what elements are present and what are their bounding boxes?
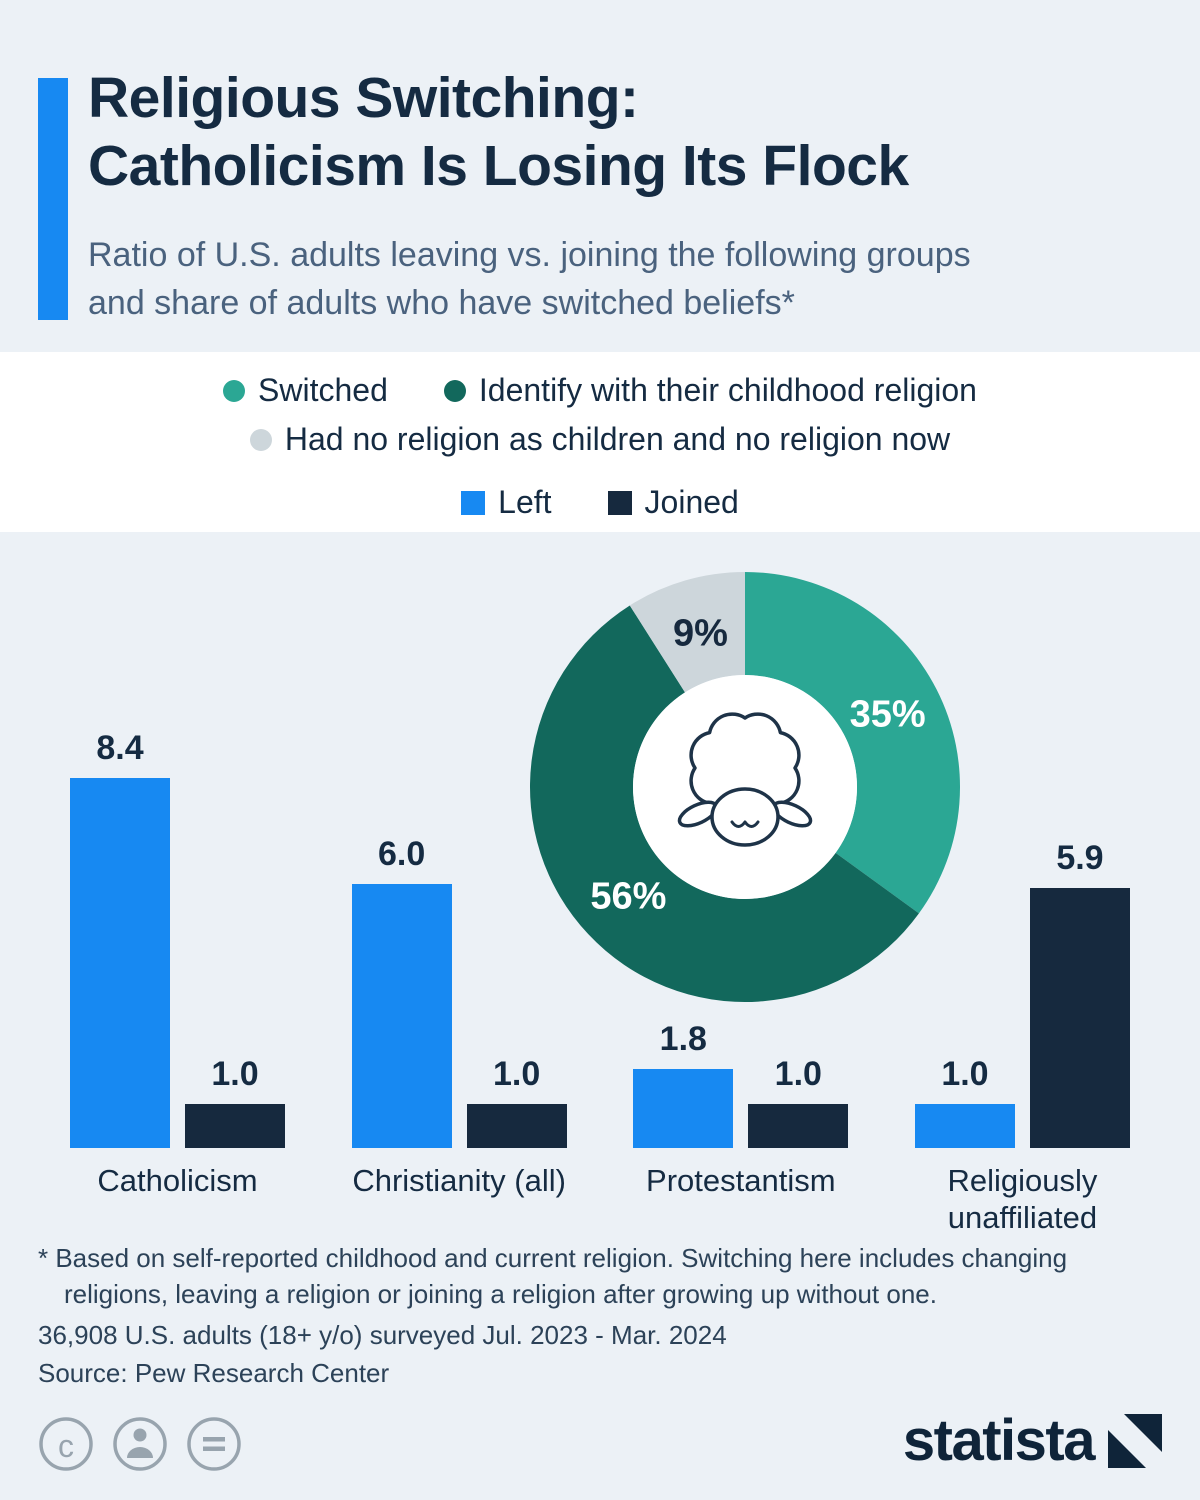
bar-column: 1.0 bbox=[914, 1055, 1015, 1148]
donut-slice bbox=[530, 605, 919, 1002]
legend-item: Joined bbox=[607, 484, 739, 521]
legend-square-swatch bbox=[461, 490, 486, 515]
donut-chart-wrap: 35% 56% 9% bbox=[530, 572, 960, 1002]
legend-label: Identify with their childhood religion bbox=[478, 372, 977, 408]
source-line: Source: Pew Research Center bbox=[38, 1358, 390, 1388]
legend-item: Had no religion as children and no relig… bbox=[249, 421, 951, 458]
donut-value-label: 56% bbox=[590, 876, 666, 918]
category-label: Religiously unaffiliated bbox=[947, 1163, 1098, 1236]
legend-dot-swatch bbox=[223, 379, 246, 402]
legend-label: Joined bbox=[644, 484, 739, 520]
legend-band: Switched Identify with their childhood re… bbox=[0, 352, 1200, 532]
bar-joined bbox=[748, 1104, 849, 1148]
bar-value-label: 1.0 bbox=[941, 1055, 989, 1093]
bar-value-label: 8.4 bbox=[96, 729, 144, 768]
bar-column: 1.0 bbox=[748, 1055, 849, 1148]
bar-value-label: 1.8 bbox=[659, 1019, 707, 1058]
category-label: Protestantism bbox=[646, 1163, 836, 1198]
bar-value-label: 1.0 bbox=[211, 1055, 259, 1093]
legend-row-donut-1: Switched Identify with their childhood re… bbox=[0, 352, 1200, 409]
footnote-survey: 36,908 U.S. adults (18+ y/o) surveyed Ju… bbox=[38, 1319, 727, 1350]
header: Religious Switching: Catholicism Is Losi… bbox=[0, 0, 1200, 352]
legend-square-swatch bbox=[607, 490, 632, 515]
page-subtitle: Ratio of U.S. adults leaving vs. joining… bbox=[88, 236, 971, 322]
bar-plot: 8.4 1.0 Catholicism 6.0 1.0 Christianity (all… bbox=[70, 532, 1130, 1235]
bar-column: 1.0 bbox=[185, 1055, 285, 1148]
accent-bar bbox=[38, 78, 68, 320]
donut-chart: 35% 56% 9% bbox=[530, 572, 960, 1002]
donut-value-label: 35% bbox=[850, 693, 926, 735]
bar-group: 8.4 1.0 Catholicism bbox=[70, 729, 285, 1198]
legend-label: Left bbox=[498, 484, 552, 520]
bar-group: 1.8 1.0 Protestantism bbox=[633, 1019, 849, 1198]
bar-value-label: 1.0 bbox=[774, 1055, 822, 1093]
bar-value-label: 5.9 bbox=[1056, 839, 1104, 878]
donut-slice bbox=[629, 572, 745, 693]
title-line-1: Religious Switching: bbox=[88, 66, 639, 130]
bar-left bbox=[914, 1104, 1015, 1148]
chart-area: 8.4 1.0 Catholicism 6.0 1.0 Christianity (all… bbox=[0, 532, 1200, 1242]
bar-column: 5.9 bbox=[1029, 839, 1130, 1148]
page-title: Religious Switching: Catholicism Is Losi… bbox=[88, 64, 909, 201]
bar-column: 1.8 bbox=[633, 1019, 734, 1148]
bar-left bbox=[351, 884, 452, 1148]
legend-dot-swatch bbox=[249, 428, 272, 451]
attribution-icon bbox=[113, 1417, 167, 1471]
statista-logo-icon bbox=[1108, 1413, 1162, 1468]
legend-row-donut-2: Had no religion as children and no relig… bbox=[0, 421, 1200, 458]
bar-column: 6.0 bbox=[351, 835, 452, 1148]
category-label: Christianity (all) bbox=[352, 1163, 566, 1198]
sheep-icon bbox=[677, 712, 813, 847]
copyright-icon: c bbox=[39, 1417, 93, 1471]
license-icons: c bbox=[38, 1416, 242, 1472]
bar-joined bbox=[185, 1104, 285, 1148]
bar-group: 6.0 1.0 Christianity (all) bbox=[351, 835, 567, 1198]
legend-item: Left bbox=[461, 484, 552, 521]
svg-text:c: c bbox=[58, 1428, 74, 1464]
bar-left bbox=[633, 1068, 734, 1148]
footnote-block: * Based on self-reported childhood and c… bbox=[38, 1240, 1128, 1353]
equals-icon bbox=[187, 1417, 241, 1471]
title-line-2: Catholicism Is Losing Its Flock bbox=[88, 134, 909, 199]
bar-left bbox=[70, 778, 170, 1148]
bar-value-label: 6.0 bbox=[378, 835, 426, 873]
legend-label: Switched bbox=[258, 372, 388, 408]
legend-dot-swatch bbox=[443, 379, 466, 402]
bar-column: 8.4 bbox=[70, 729, 170, 1148]
statista-branding: statista bbox=[903, 1407, 1162, 1474]
legend-item: Identify with their childhood religion bbox=[443, 372, 977, 409]
legend-row-bars: Left Joined bbox=[0, 484, 1200, 521]
bar-joined bbox=[466, 1104, 567, 1148]
legend-item: Switched bbox=[223, 372, 388, 409]
category-label: Catholicism bbox=[97, 1163, 258, 1198]
statista-logo-text: statista bbox=[902, 1408, 1096, 1473]
donut-value-label: 9% bbox=[673, 612, 728, 654]
bar-group: 1.0 5.9 Religiously unaffiliated bbox=[914, 839, 1130, 1235]
legend-label: Had no religion as children and no relig… bbox=[284, 421, 951, 457]
bar-value-label: 1.0 bbox=[493, 1055, 541, 1093]
donut-slice bbox=[745, 572, 960, 914]
bar-column: 1.0 bbox=[466, 1055, 567, 1148]
footnote-text: * Based on self-reported childhood and c… bbox=[38, 1243, 1068, 1310]
bar-joined bbox=[1029, 888, 1130, 1148]
